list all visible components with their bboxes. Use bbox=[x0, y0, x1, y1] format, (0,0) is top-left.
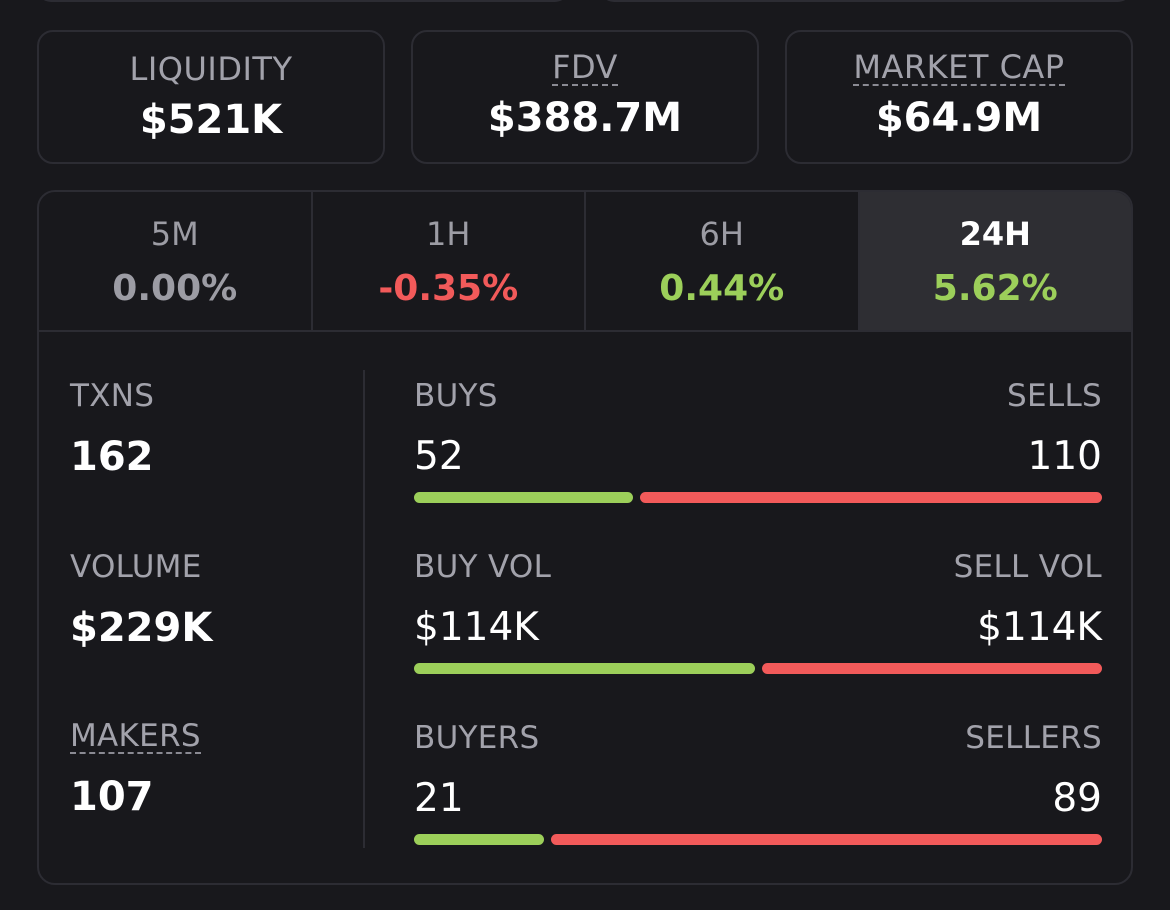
buys-sells-row: BUYS SELLS 52 110 bbox=[414, 378, 1102, 549]
market-cap-value: $64.9M bbox=[875, 95, 1043, 141]
fdv-label[interactable]: FDV bbox=[552, 48, 618, 86]
fdv-card: FDV $388.7M bbox=[411, 30, 759, 164]
tab-5m[interactable]: 5M 0.00% bbox=[39, 192, 313, 330]
timeframe-stats-panel: 5M 0.00% 1H -0.35% 6H 0.44% 24H 5.62% TX… bbox=[37, 190, 1133, 885]
tab-label: 24H bbox=[959, 215, 1031, 253]
txns-value: 162 bbox=[70, 434, 154, 480]
buy-bar bbox=[414, 834, 545, 845]
buy-vol-value: $114K bbox=[414, 605, 539, 650]
sell-bar bbox=[761, 663, 1102, 674]
volume-label: VOLUME bbox=[70, 549, 202, 585]
market-cap-card: MARKET CAP $64.9M bbox=[785, 30, 1133, 164]
buy-bar bbox=[414, 663, 755, 674]
buyers-label: BUYERS bbox=[414, 720, 540, 756]
tab-label: 5M bbox=[150, 215, 199, 253]
liquidity-value: $521K bbox=[139, 97, 283, 143]
sellers-value: 89 bbox=[1052, 776, 1102, 821]
buyers-sellers-row: BUYERS SELLERS 21 89 bbox=[414, 720, 1102, 883]
sell-vol-value: $114K bbox=[977, 605, 1102, 650]
tab-label: 1H bbox=[426, 215, 471, 253]
sell-vol-label: SELL VOL bbox=[953, 549, 1102, 585]
makers-label[interactable]: MAKERS bbox=[70, 718, 201, 754]
buy-sell-volume-bar bbox=[414, 663, 1102, 674]
makers-value: 107 bbox=[70, 774, 154, 820]
buys-value: 52 bbox=[414, 434, 464, 479]
summary-stats: TXNS 162 VOLUME $229K MAKERS 107 bbox=[70, 378, 350, 883]
tab-24h[interactable]: 24H 5.62% bbox=[859, 192, 1131, 330]
tab-change: 5.62% bbox=[932, 268, 1058, 309]
buyers-sellers-bar bbox=[414, 834, 1102, 845]
sells-value: 110 bbox=[1027, 434, 1102, 479]
top-card-left bbox=[37, 0, 569, 2]
liquidity-label: LIQUIDITY bbox=[129, 50, 293, 88]
tab-change: 0.44% bbox=[659, 268, 785, 309]
txns-stat: TXNS 162 bbox=[70, 378, 350, 549]
buys-label: BUYS bbox=[414, 378, 498, 414]
tab-1h[interactable]: 1H -0.35% bbox=[313, 192, 586, 330]
sellers-label: SELLERS bbox=[965, 720, 1102, 756]
buys-sells-bar bbox=[414, 492, 1102, 503]
tab-change: -0.35% bbox=[378, 268, 519, 309]
buy-vol-label: BUY VOL bbox=[414, 549, 552, 585]
top-card-right bbox=[600, 0, 1132, 2]
tab-label: 6H bbox=[699, 215, 744, 253]
sells-label: SELLS bbox=[1007, 378, 1102, 414]
makers-stat: MAKERS 107 bbox=[70, 718, 350, 883]
tab-change: 0.00% bbox=[112, 268, 238, 309]
timeframe-tabs: 5M 0.00% 1H -0.35% 6H 0.44% 24H 5.62% bbox=[39, 192, 1131, 332]
buy-bar bbox=[414, 492, 633, 503]
buy-sell-breakdown: BUYS SELLS 52 110 BUY VOL SELL VOL bbox=[414, 378, 1102, 883]
volume-value: $229K bbox=[70, 605, 213, 651]
sell-bar bbox=[551, 834, 1102, 845]
buyers-value: 21 bbox=[414, 776, 464, 821]
buy-sell-volume-row: BUY VOL SELL VOL $114K $114K bbox=[414, 549, 1102, 720]
vertical-divider bbox=[363, 370, 365, 848]
txns-label: TXNS bbox=[70, 378, 155, 414]
sell-bar bbox=[639, 492, 1102, 503]
volume-stat: VOLUME $229K bbox=[70, 549, 350, 720]
market-cap-label[interactable]: MARKET CAP bbox=[853, 48, 1065, 86]
tab-6h[interactable]: 6H 0.44% bbox=[586, 192, 860, 330]
liquidity-card: LIQUIDITY $521K bbox=[37, 30, 385, 164]
fdv-value: $388.7M bbox=[487, 95, 683, 141]
